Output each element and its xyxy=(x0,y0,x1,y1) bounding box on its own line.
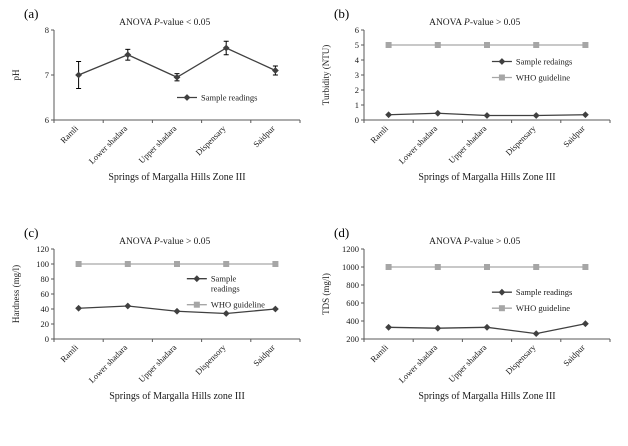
x-axis-title-a: Springs of Margalla Hills Zone III xyxy=(108,172,246,183)
svg-text:Lower shadara: Lower shadara xyxy=(87,123,130,166)
svg-text:4: 4 xyxy=(355,55,360,65)
svg-text:120: 120 xyxy=(36,244,49,254)
svg-text:Lower shadara: Lower shadara xyxy=(397,342,440,385)
svg-text:Ramli: Ramli xyxy=(368,342,390,364)
svg-text:1200: 1200 xyxy=(342,244,359,254)
svg-text:Upper shadara: Upper shadara xyxy=(446,123,488,165)
svg-text:1000: 1000 xyxy=(342,262,359,272)
hardness-line-chart: ANOVA P-value > 0.05 0 20 40 60 80 100 120 Ramli… xyxy=(11,237,301,385)
tds-line-chart: ANOVA P-value > 0.05 200 400 600 800 1000 1200… xyxy=(321,237,611,385)
svg-text:0: 0 xyxy=(45,334,49,344)
svg-text:Ramli: Ramli xyxy=(58,342,80,364)
chart-panel-c: (c) ANOVA P-value > 0.05 0 20 40 60 80 100 120 R… xyxy=(10,225,310,438)
svg-text:5: 5 xyxy=(355,40,359,50)
svg-text:Ramli: Ramli xyxy=(368,123,390,145)
svg-text:Upper shadara: Upper shadara xyxy=(136,123,178,165)
svg-text:Sample: Sample xyxy=(211,274,237,284)
svg-text:pH: pH xyxy=(11,69,21,81)
svg-text:Hardness (mg/l): Hardness (mg/l) xyxy=(11,265,21,323)
svg-text:60: 60 xyxy=(41,289,50,299)
svg-text:600: 600 xyxy=(346,298,359,308)
svg-text:400: 400 xyxy=(346,316,359,326)
svg-text:Sample redaings: Sample redaings xyxy=(516,57,572,67)
svg-text:0: 0 xyxy=(355,115,359,125)
svg-text:ANOVA P-value > 0.05: ANOVA P-value > 0.05 xyxy=(119,237,210,247)
svg-text:7: 7 xyxy=(45,70,49,80)
chart-panel-b: (b) ANOVA P-value > 0.05 0 1 2 3 4 5 6 Ramli Lowe… xyxy=(320,6,620,219)
svg-text:Upper shadara: Upper shadara xyxy=(136,342,178,384)
svg-text:40: 40 xyxy=(41,304,50,314)
svg-text:1: 1 xyxy=(355,100,359,110)
svg-text:80: 80 xyxy=(41,274,50,284)
turbidity-line-chart: ANOVA P-value > 0.05 0 1 2 3 4 5 6 Ramli Lower sh… xyxy=(321,18,611,166)
svg-text:Saidpur: Saidpur xyxy=(561,123,587,149)
svg-text:Lower shadara: Lower shadara xyxy=(87,342,130,385)
svg-text:6: 6 xyxy=(355,25,359,35)
svg-text:2: 2 xyxy=(355,85,359,95)
svg-text:Dispensary: Dispensary xyxy=(503,123,538,158)
svg-text:Turbidity (NTU): Turbidity (NTU) xyxy=(321,45,331,105)
x-axis-title-c: Springs of Margalla Hills zone III xyxy=(109,391,245,402)
svg-text:Dispensary: Dispensary xyxy=(193,123,228,158)
svg-text:WHO guideline: WHO guideline xyxy=(516,303,570,313)
svg-text:Lower shadara: Lower shadara xyxy=(397,123,440,166)
svg-text:Upper shadara: Upper shadara xyxy=(446,342,488,384)
svg-text:ANOVA P-value > 0.05: ANOVA P-value > 0.05 xyxy=(429,18,520,28)
panel-label-b: (b) xyxy=(334,6,350,21)
panel-label-c: (c) xyxy=(24,225,39,240)
svg-text:6: 6 xyxy=(45,115,49,125)
svg-text:ANOVA P-value < 0.05: ANOVA P-value < 0.05 xyxy=(119,18,210,28)
svg-text:800: 800 xyxy=(346,280,359,290)
svg-text:Dispensory: Dispensory xyxy=(193,342,228,377)
svg-text:3: 3 xyxy=(355,70,359,80)
svg-text:Saidpur: Saidpur xyxy=(251,123,277,149)
svg-text:Ramli: Ramli xyxy=(58,123,80,145)
svg-text:20: 20 xyxy=(41,319,50,329)
svg-text:Saidpur: Saidpur xyxy=(251,342,277,368)
svg-text:Saidpur: Saidpur xyxy=(561,342,587,368)
ph-line-chart: ANOVA P-value < 0.05 6 7 8 Ramli Lower shadar… xyxy=(11,18,301,166)
svg-text:8: 8 xyxy=(45,25,49,35)
svg-text:WHO guideline: WHO guideline xyxy=(211,300,265,310)
svg-text:100: 100 xyxy=(36,259,49,269)
svg-text:WHO guideline: WHO guideline xyxy=(516,73,570,83)
svg-text:TDS (mg/l): TDS (mg/l) xyxy=(321,273,331,315)
x-axis-title-d: Springs of Margalla Hills Zone III xyxy=(418,391,556,402)
svg-text:Sample readings: Sample readings xyxy=(516,287,572,297)
svg-text:ANOVA P-value > 0.05: ANOVA P-value > 0.05 xyxy=(429,237,520,247)
panel-label-a: (a) xyxy=(24,6,39,21)
svg-text:readings: readings xyxy=(211,284,240,294)
svg-text:Dispensary: Dispensary xyxy=(503,342,538,377)
x-axis-title-b: Springs of Margalla Hills Zone III xyxy=(418,172,556,183)
svg-text:200: 200 xyxy=(346,334,359,344)
svg-text:Sample readings: Sample readings xyxy=(201,93,257,103)
chart-panel-a: (a) ANOVA P-value < 0.05 6 7 8 Ramli Lower sh… xyxy=(10,6,310,219)
chart-panel-d: (d) ANOVA P-value > 0.05 200 400 600 800 1000… xyxy=(320,225,620,438)
panel-label-d: (d) xyxy=(334,225,350,240)
